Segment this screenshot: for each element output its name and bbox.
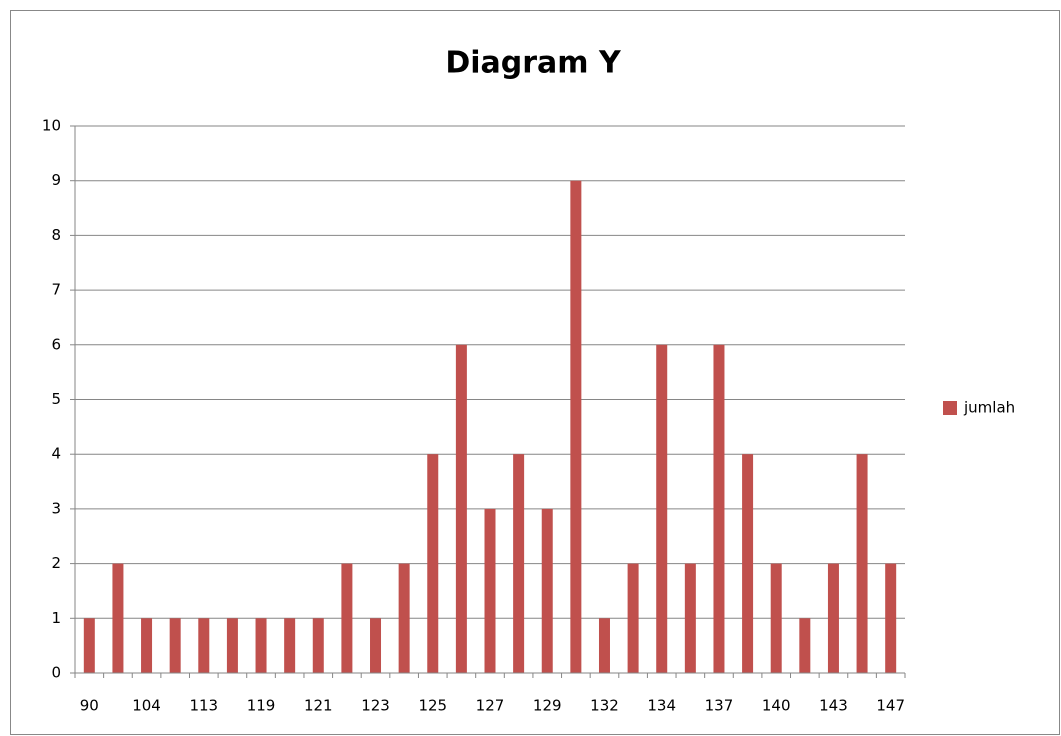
bar <box>455 344 467 673</box>
y-tick-label: 9 <box>51 171 61 189</box>
bar <box>598 618 610 673</box>
y-tick-label: 4 <box>51 445 61 463</box>
bar <box>312 618 324 673</box>
bar <box>513 454 525 673</box>
bar <box>627 563 639 673</box>
bar <box>856 454 868 673</box>
x-tick-label: 137 <box>705 697 734 715</box>
bar <box>827 563 839 673</box>
x-tick-label: 113 <box>189 697 218 715</box>
x-tick-label: 123 <box>361 697 390 715</box>
bar <box>112 563 124 673</box>
bar <box>713 344 725 673</box>
chart-title: Diagram Y <box>445 46 622 81</box>
bar <box>169 618 181 673</box>
bar <box>370 618 382 673</box>
x-tick-label: 121 <box>304 697 333 715</box>
y-tick-label: 7 <box>51 281 61 299</box>
y-tick-label: 10 <box>42 117 61 135</box>
bar <box>885 563 897 673</box>
bar <box>198 618 210 673</box>
x-tick-label: 104 <box>132 697 161 715</box>
bar <box>83 618 95 673</box>
bar <box>770 563 782 673</box>
y-tick-label: 8 <box>51 226 61 244</box>
bar <box>742 454 754 673</box>
bar <box>341 563 353 673</box>
x-tick-label: 125 <box>418 697 447 715</box>
x-tick-label: 132 <box>590 697 619 715</box>
bar <box>398 563 410 673</box>
y-tick-label: 6 <box>51 335 61 353</box>
x-tick-label: 147 <box>876 697 905 715</box>
y-tick-label: 1 <box>51 609 61 627</box>
bar <box>226 618 238 673</box>
y-tick-label: 5 <box>51 390 61 408</box>
legend-label: jumlah <box>963 399 1015 417</box>
y-tick-label: 3 <box>51 499 61 517</box>
chart-border <box>10 10 1060 735</box>
bar <box>284 618 296 673</box>
x-tick-label: 90 <box>80 697 99 715</box>
bar <box>255 618 267 673</box>
bar <box>141 618 153 673</box>
x-tick-label: 119 <box>247 697 276 715</box>
bar <box>570 180 582 673</box>
bar <box>541 508 553 673</box>
bar <box>656 344 668 673</box>
x-tick-label: 127 <box>476 697 505 715</box>
y-tick-label: 0 <box>51 664 61 682</box>
x-tick-label: 140 <box>762 697 791 715</box>
bar <box>484 508 496 673</box>
bar <box>799 618 811 673</box>
bar <box>427 454 439 673</box>
legend-swatch <box>943 401 957 415</box>
x-tick-label: 129 <box>533 697 562 715</box>
y-tick-label: 2 <box>51 554 61 572</box>
x-tick-label: 134 <box>647 697 676 715</box>
bar <box>684 563 696 673</box>
x-tick-label: 143 <box>819 697 848 715</box>
